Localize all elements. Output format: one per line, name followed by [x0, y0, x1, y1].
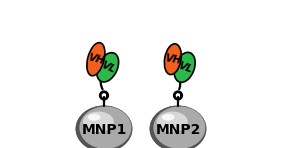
Ellipse shape — [76, 106, 132, 148]
Ellipse shape — [88, 114, 100, 121]
Ellipse shape — [97, 53, 119, 82]
Text: VL: VL — [176, 60, 193, 75]
Ellipse shape — [157, 112, 188, 132]
Ellipse shape — [87, 43, 105, 76]
Ellipse shape — [83, 112, 114, 132]
Ellipse shape — [153, 106, 205, 148]
Text: MNP2: MNP2 — [155, 123, 201, 137]
Text: MNP1: MNP1 — [81, 123, 127, 137]
Text: VH: VH — [87, 52, 105, 66]
Text: VH: VH — [164, 53, 182, 66]
Text: VL: VL — [99, 60, 116, 75]
Ellipse shape — [162, 114, 175, 121]
Ellipse shape — [80, 106, 131, 148]
Ellipse shape — [150, 106, 206, 148]
Ellipse shape — [164, 44, 181, 75]
Ellipse shape — [174, 52, 195, 82]
